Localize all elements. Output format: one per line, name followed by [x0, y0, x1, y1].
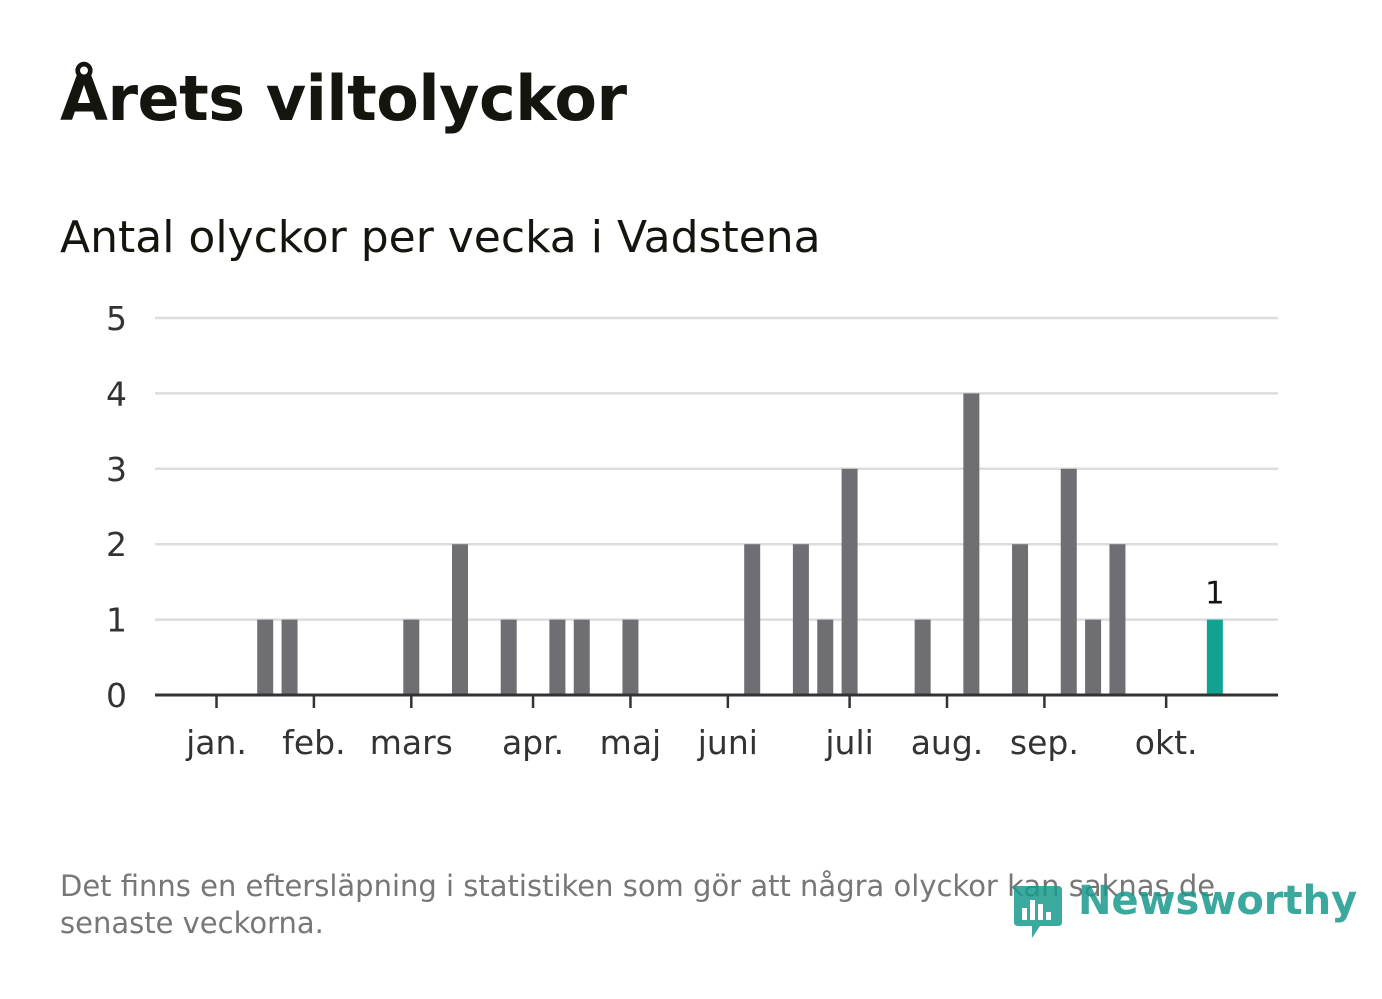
y-tick-label: 0 — [106, 676, 127, 715]
bar — [573, 619, 590, 695]
bar — [963, 393, 980, 695]
chart-subtitle: Antal olyckor per vecka i Vadstena — [60, 212, 821, 263]
bar — [1012, 544, 1029, 695]
x-tick-label: mars — [370, 723, 453, 762]
bar — [549, 619, 566, 695]
x-tick-label: juli — [824, 723, 873, 762]
bar — [1060, 468, 1077, 695]
bar — [744, 544, 761, 695]
x-tick-label: okt. — [1135, 723, 1198, 762]
bar — [792, 544, 809, 695]
bar-highlight — [1206, 619, 1223, 695]
bar — [452, 544, 468, 695]
bar — [817, 619, 834, 695]
x-tick-label: feb. — [282, 723, 345, 762]
data-label: 1 — [1205, 576, 1225, 612]
bar — [281, 619, 298, 695]
newsworthy-logo: Newsworthy — [1010, 878, 1357, 942]
bar — [1085, 619, 1102, 695]
newsworthy-logo-icon — [1014, 886, 1062, 938]
y-tick-label: 5 — [106, 299, 127, 338]
bar — [622, 619, 639, 695]
newsworthy-logo-text: Newsworthy — [1078, 878, 1358, 924]
y-tick-label: 4 — [106, 374, 127, 413]
bar — [500, 619, 517, 695]
y-tick-label: 3 — [106, 450, 127, 489]
bar — [841, 468, 858, 695]
x-tick-label: juni — [697, 723, 758, 762]
y-tick-label: 1 — [106, 601, 127, 640]
x-tick-label: aug. — [911, 723, 984, 762]
y-tick-label: 2 — [106, 525, 127, 564]
chart-title: Årets viltolyckor — [60, 62, 627, 135]
x-tick-label: apr. — [502, 723, 564, 762]
bar — [1109, 544, 1126, 695]
bar — [257, 619, 274, 695]
x-tick-label: sep. — [1010, 723, 1079, 762]
x-tick-label: maj — [600, 723, 662, 762]
x-tick-label: jan. — [185, 723, 247, 762]
bar — [914, 619, 931, 695]
bar — [403, 619, 420, 695]
